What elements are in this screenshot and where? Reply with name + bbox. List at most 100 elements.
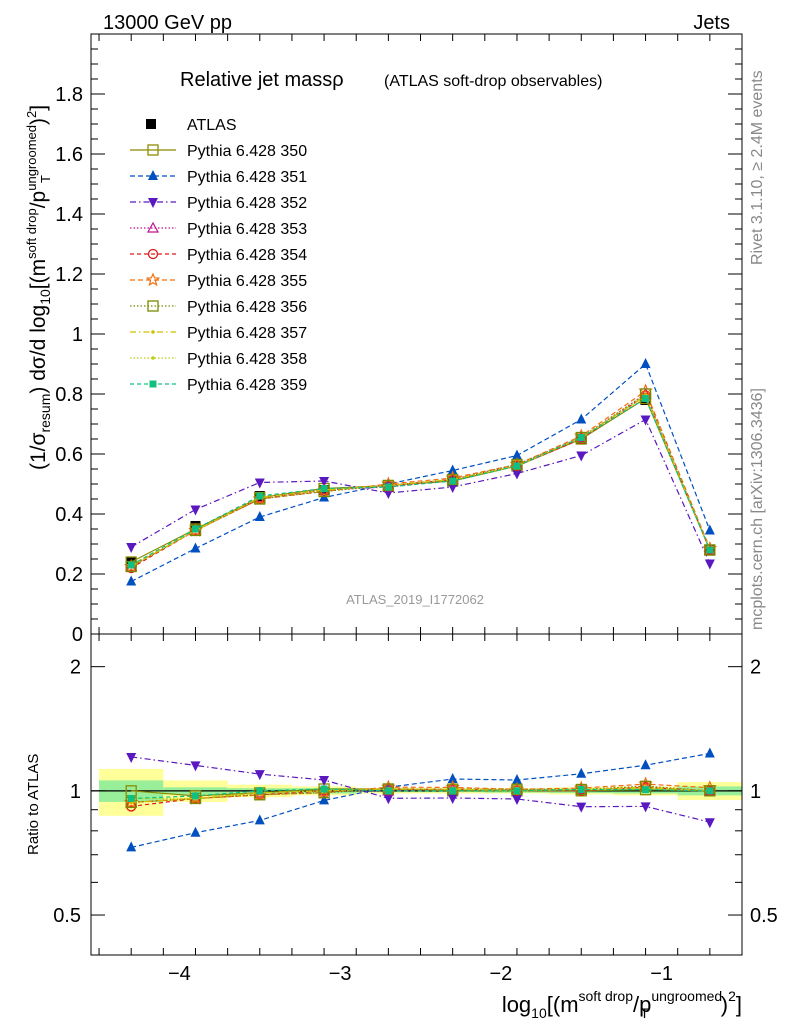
ratio-frame	[90, 633, 743, 956]
y-tick-label: 1	[72, 324, 83, 346]
marker-square	[384, 483, 392, 491]
marker-triangle-up	[640, 759, 651, 770]
y-tick-label: 1.8	[55, 84, 83, 106]
chart-subtitle: (ATLAS soft-drop observables)	[384, 73, 602, 90]
marker-triangle-down	[511, 469, 522, 480]
marker-triangle-down	[704, 818, 715, 829]
x-tick-label: −1	[650, 963, 673, 985]
marker-square	[642, 395, 650, 402]
series-line	[130, 394, 711, 569]
marker-triangle-down	[254, 770, 265, 781]
marker-square	[706, 546, 714, 554]
marker-square	[127, 794, 135, 802]
marker-square	[149, 380, 157, 388]
marker-triangle-down	[148, 198, 158, 208]
marker-square	[449, 477, 457, 485]
marker-square	[577, 434, 585, 441]
marker-triangle-up	[640, 358, 651, 368]
ratio-tick-label: 0.5	[750, 905, 778, 927]
marker-triangle-up	[576, 413, 587, 424]
marker-triangle-up	[447, 464, 458, 475]
marker-triangle-down	[190, 761, 201, 772]
marker-star-open	[145, 272, 161, 287]
marker-data	[146, 119, 156, 129]
marker-triangle-up	[126, 841, 137, 852]
legend-label: Pythia 6.428 359	[187, 377, 307, 394]
y-axis-label: (1/σresum) dσ/d log10[(msoft drop/pungro…	[24, 105, 53, 470]
marker-square	[513, 462, 521, 470]
marker-triangle-up	[511, 449, 522, 460]
ratio-series-line	[131, 752, 711, 848]
ratio-tick-label: 2	[70, 657, 81, 679]
legend-label: Pythia 6.428 350	[187, 143, 307, 160]
marker-triangle-down	[447, 483, 458, 493]
y-tick-label: 0	[72, 624, 83, 646]
ratio-series-line	[131, 786, 710, 807]
series-line	[130, 390, 711, 568]
y-tick-label: 0.4	[55, 504, 83, 526]
ratio-y-axis-label: Ratio to ATLAS	[25, 754, 42, 855]
series-line	[130, 396, 711, 566]
header-left: 13000 GeV pp	[103, 12, 232, 34]
y-tick-label: 0.8	[55, 384, 83, 406]
y-tick-label: 1.4	[55, 204, 83, 226]
marker-triangle-down	[704, 559, 715, 570]
marker-square	[449, 787, 457, 795]
marker-square-open	[147, 144, 159, 156]
ratio-series-line	[131, 783, 710, 803]
marker-triangle-up	[319, 794, 330, 805]
marker-triangle-up	[148, 170, 158, 180]
legend-label: Pythia 6.428 358	[187, 351, 307, 368]
analysis-watermark: ATLAS_2019_I1772062	[346, 592, 484, 607]
marker-circle-open	[147, 248, 159, 260]
ratio-series-line	[131, 788, 710, 797]
ratio-series-line	[131, 786, 710, 803]
marker-triangle-up	[254, 511, 265, 521]
rivet-label: Rivet 3.1.10, ≥ 2.4M events	[749, 70, 766, 265]
marker-triangle-up	[511, 773, 522, 784]
ratio-tick-label: 2	[750, 657, 761, 679]
legend-label: Pythia 6.428 357	[187, 325, 307, 342]
x-axis-label: log10[(msoft drop/pungroomed T)2]	[502, 988, 742, 1021]
marker-triangle-down	[126, 752, 137, 763]
marker-triangle-up	[190, 826, 201, 837]
marker-square	[320, 785, 328, 793]
marker-triangle-up	[704, 524, 715, 535]
marker-square	[320, 485, 328, 492]
ratio-tick-label: 1	[750, 781, 761, 803]
marker-triangle-up	[190, 542, 201, 553]
marker-triangle-down	[447, 794, 458, 805]
marker-triangle-down	[576, 451, 587, 462]
marker-dot	[151, 330, 155, 334]
ratio-tick-label: 0.5	[53, 905, 81, 927]
marker-square-open	[575, 431, 587, 444]
marker-square	[256, 492, 264, 500]
series-line	[130, 362, 711, 583]
marker-triangle-down	[319, 775, 330, 786]
legend: ATLAS Pythia 6.428 350 Pythia 6.428 351 Pyt…	[130, 117, 307, 394]
marker-triangle-down	[383, 794, 394, 805]
marker-square	[191, 525, 199, 533]
marker-triangle-down	[511, 795, 522, 806]
ratio-series-line	[131, 788, 710, 800]
marker-triangle-up	[126, 575, 137, 586]
x-tick-label: −4	[168, 963, 191, 985]
legend-label: Pythia 6.428 356	[187, 299, 307, 316]
marker-square	[256, 787, 264, 795]
legend-label: ATLAS	[187, 117, 237, 134]
y-tick-label: 1.6	[55, 144, 83, 166]
marker-square	[577, 785, 585, 793]
ratio-tick-label: 1	[70, 781, 81, 803]
header-right: Jets	[693, 12, 730, 34]
marker-triangle-down	[640, 802, 651, 813]
marker-star-open	[123, 794, 139, 809]
marker-triangle-down	[319, 477, 330, 487]
chart-title: Relative jet massρ	[180, 69, 344, 91]
marker-triangle-down	[190, 505, 201, 516]
marker-square	[642, 786, 650, 794]
series-line	[130, 397, 711, 566]
legend-label: Pythia 6.428 352	[187, 195, 307, 212]
x-tick-label: −3	[329, 963, 352, 985]
marker-triangle-down	[254, 478, 265, 489]
marker-square	[384, 787, 392, 795]
